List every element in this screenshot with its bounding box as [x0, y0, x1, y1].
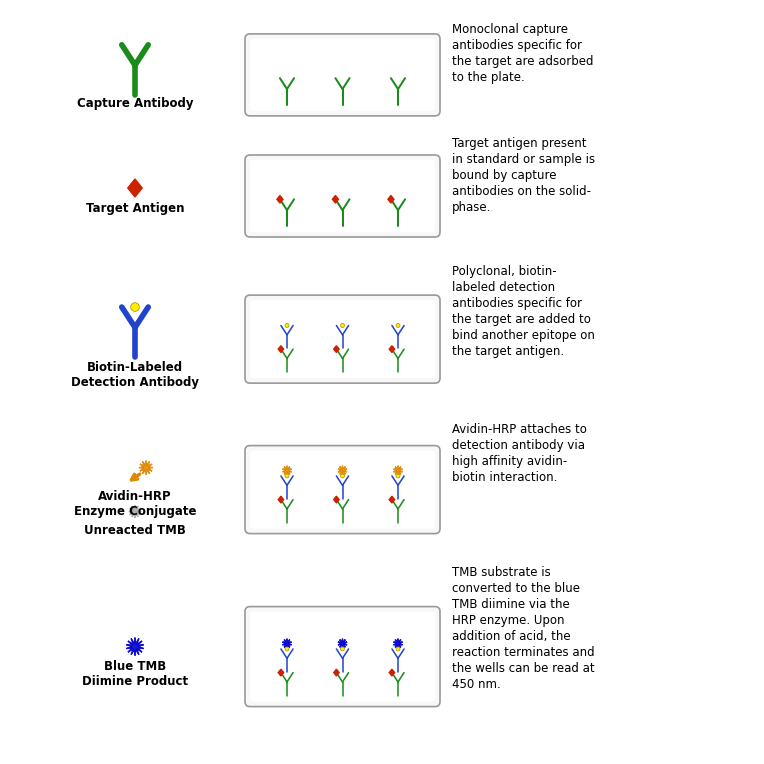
- Text: Target antigen present
in standard or sample is
bound by capture
antibodies on t: Target antigen present in standard or sa…: [452, 137, 595, 214]
- Polygon shape: [126, 638, 144, 656]
- FancyBboxPatch shape: [250, 611, 435, 701]
- Polygon shape: [278, 346, 283, 352]
- Polygon shape: [283, 465, 292, 475]
- Polygon shape: [393, 639, 403, 648]
- Polygon shape: [278, 496, 283, 503]
- Circle shape: [396, 474, 400, 478]
- Polygon shape: [388, 196, 394, 203]
- Polygon shape: [389, 346, 395, 352]
- Polygon shape: [128, 179, 142, 197]
- Text: Avidin-HRP
Enzyme Conjugate: Avidin-HRP Enzyme Conjugate: [74, 490, 196, 517]
- FancyBboxPatch shape: [250, 300, 435, 378]
- Circle shape: [131, 303, 139, 312]
- Text: Monoclonal capture
antibodies specific for
the target are adsorbed
to the plate.: Monoclonal capture antibodies specific f…: [452, 23, 594, 84]
- Polygon shape: [277, 196, 283, 203]
- Circle shape: [396, 323, 400, 328]
- FancyBboxPatch shape: [245, 445, 440, 533]
- Polygon shape: [334, 346, 339, 352]
- Text: Polyclonal, biotin-
labeled detection
antibodies specific for
the target are add: Polyclonal, biotin- labeled detection an…: [452, 265, 595, 358]
- Circle shape: [285, 647, 289, 651]
- Text: Target Antigen: Target Antigen: [86, 202, 184, 215]
- Circle shape: [341, 474, 345, 478]
- FancyBboxPatch shape: [245, 607, 440, 707]
- Polygon shape: [334, 496, 339, 503]
- Circle shape: [341, 647, 345, 651]
- Text: Capture Antibody: Capture Antibody: [76, 97, 193, 110]
- Polygon shape: [278, 669, 283, 676]
- Polygon shape: [334, 669, 339, 676]
- FancyBboxPatch shape: [250, 39, 435, 111]
- Circle shape: [285, 474, 289, 478]
- Text: TMB substrate is
converted to the blue
TMB diimine via the
HRP enzyme. Upon
addi: TMB substrate is converted to the blue T…: [452, 566, 594, 691]
- Polygon shape: [129, 506, 141, 518]
- Polygon shape: [338, 465, 347, 475]
- Polygon shape: [139, 461, 153, 474]
- Text: Blue TMB
Diimine Product: Blue TMB Diimine Product: [82, 659, 188, 688]
- FancyBboxPatch shape: [245, 295, 440, 383]
- FancyBboxPatch shape: [250, 160, 435, 232]
- Polygon shape: [393, 465, 403, 475]
- Polygon shape: [338, 639, 347, 648]
- Text: Avidin-HRP attaches to
detection antibody via
high affinity avidin-
biotin inter: Avidin-HRP attaches to detection antibod…: [452, 423, 587, 484]
- Polygon shape: [283, 639, 292, 648]
- Circle shape: [341, 323, 345, 328]
- Circle shape: [285, 323, 289, 328]
- Text: Biotin-Labeled
Detection Antibody: Biotin-Labeled Detection Antibody: [71, 361, 199, 389]
- FancyBboxPatch shape: [245, 34, 440, 116]
- Polygon shape: [389, 669, 395, 676]
- FancyBboxPatch shape: [245, 155, 440, 237]
- Polygon shape: [332, 196, 338, 203]
- Polygon shape: [389, 496, 395, 503]
- FancyBboxPatch shape: [250, 451, 435, 529]
- Circle shape: [396, 647, 400, 651]
- Text: Unreacted TMB: Unreacted TMB: [84, 523, 186, 536]
